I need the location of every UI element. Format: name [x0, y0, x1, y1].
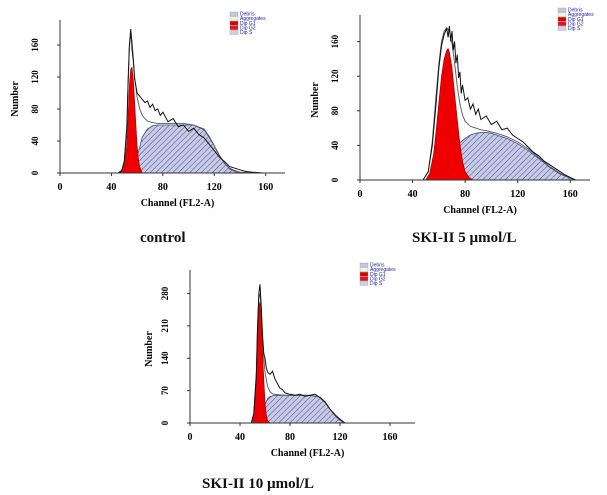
legend-label: Dip G2: [370, 276, 386, 282]
y-axis-label: Number: [10, 81, 21, 117]
caption-ski-ii-5: SKI-II 5 µmol/L: [412, 230, 517, 246]
x-tick-label: 80: [158, 182, 168, 193]
x-tick-label: 80: [460, 189, 470, 200]
legend-label: Dip G2: [240, 25, 256, 31]
data-trace-line: [422, 26, 576, 181]
data-trace-line: [117, 28, 264, 174]
legend-swatch: [557, 21, 567, 26]
legend-label: Dip G2: [568, 21, 584, 27]
legend-swatch: [229, 25, 239, 30]
data-trace-line: [250, 284, 346, 424]
legend-label: Debris: [568, 8, 583, 14]
y-tick-label: 70: [160, 386, 170, 396]
legend-label: Dip G1: [370, 272, 386, 278]
legend-label: Dip S: [568, 26, 581, 32]
legend-label: Dip G1: [240, 21, 256, 27]
y-tick-label: 160: [330, 34, 340, 48]
x-tick-label: 120: [207, 182, 222, 193]
y-tick-label: 40: [330, 140, 340, 150]
x-tick-label: 40: [235, 432, 245, 443]
chart-panel-control: 0 40 80 120 160 0 40 80 120 160 Channel (FL2-A) Num…: [0, 0, 300, 260]
caption-control: control: [140, 230, 186, 246]
y-tick-label: 160: [30, 38, 40, 52]
legend-swatch: [359, 267, 369, 272]
x-tick-label: 80: [285, 432, 295, 443]
legend-label: Debris: [370, 263, 385, 269]
y-tick-label: 80: [330, 106, 340, 116]
legend-swatch: [229, 16, 239, 21]
x-tick-label: 160: [563, 189, 578, 200]
legend-swatch: [359, 276, 369, 281]
y-axis-label: Number: [144, 331, 155, 367]
dip-g1-area: [425, 47, 474, 181]
y-tick-label: 40: [30, 136, 40, 146]
legend-swatch: [557, 12, 567, 17]
model-envelope-line: [422, 27, 576, 181]
chart-panel-ski-ii-10: 0 40 80 120 160 0 70 140 210 280 Channel (FL2-A) Nu…: [130, 260, 450, 495]
x-axis-label: Channel (FL2-A): [443, 205, 517, 216]
x-tick-label: 160: [383, 432, 398, 443]
x-tick-label: 120: [510, 189, 525, 200]
legend-swatch: [557, 17, 567, 22]
histogram-control: 0 40 80 120 160 0 40 80 120 160 Channel (FL2-A) Num…: [10, 11, 285, 209]
x-tick-label: 40: [106, 182, 116, 193]
legend-label: Aggregates: [240, 16, 266, 22]
legend-label: Dip S: [370, 281, 383, 287]
y-tick-label: 0: [30, 170, 40, 175]
legend-label: Dip G1: [568, 17, 584, 23]
legend-label: Dip S: [240, 30, 253, 36]
legend-swatch: [557, 7, 567, 13]
x-axis-label: Channel (FL2-A): [271, 448, 345, 459]
y-tick-label: 210: [160, 319, 170, 333]
legend-label: Aggregates: [370, 267, 396, 273]
legend-swatch: [229, 21, 239, 26]
legend-swatch: [359, 281, 369, 286]
dip-s-area: [259, 394, 347, 424]
legend-label: Aggregates: [568, 12, 594, 18]
legend-swatch: [557, 26, 567, 31]
histogram-ski-ii-5: 0 40 80 120 160 0 40 80 120 160 Channel (FL2-A) Num…: [310, 7, 594, 216]
legend-label: Debris: [240, 12, 255, 18]
x-tick-label: 120: [333, 432, 348, 443]
y-tick-label: 80: [30, 104, 40, 114]
dip-s-area: [131, 124, 241, 174]
histogram-ski-ii-10: 0 40 80 120 160 0 70 140 210 280 Channel (FL2-A) Nu…: [144, 262, 415, 459]
x-tick-label: 0: [358, 189, 363, 200]
x-tick-label: 160: [258, 182, 273, 193]
legend-swatch: [229, 11, 239, 17]
chart-panel-ski-ii-5: 0 40 80 120 160 0 40 80 120 160 Channel (FL2-A) Num…: [300, 0, 607, 260]
x-tick-label: 0: [188, 432, 193, 443]
y-tick-label: 140: [160, 351, 170, 365]
x-tick-label: 0: [58, 182, 63, 193]
y-tick-label: 120: [30, 70, 40, 84]
y-tick-label: 0: [330, 177, 340, 182]
caption-ski-ii-10: SKI-II 10 µmol/L: [202, 476, 314, 492]
x-axis-label: Channel (FL2-A): [141, 198, 215, 209]
dip-g1-area: [118, 66, 143, 174]
legend-swatch: [229, 30, 239, 35]
y-tick-label: 0: [160, 420, 170, 425]
x-tick-label: 40: [408, 189, 418, 200]
legend-swatch: [359, 262, 369, 268]
legend-swatch: [359, 272, 369, 277]
y-tick-label: 280: [160, 286, 170, 300]
y-tick-label: 120: [330, 69, 340, 83]
y-axis-label: Number: [310, 82, 321, 118]
